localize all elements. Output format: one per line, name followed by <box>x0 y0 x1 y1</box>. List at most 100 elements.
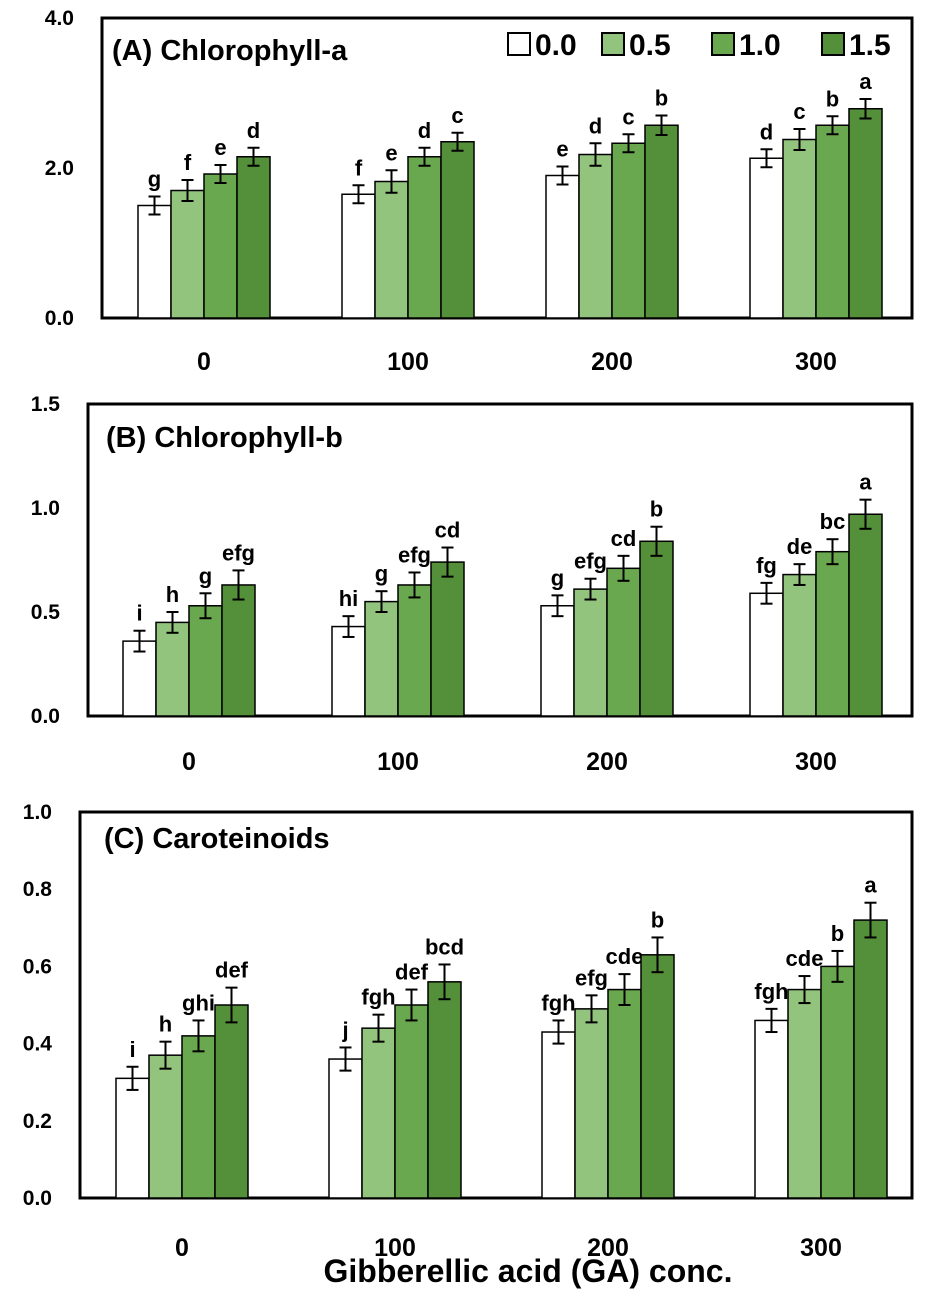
significance-label: g <box>199 563 212 588</box>
bar <box>407 156 442 319</box>
legend-swatch <box>601 32 625 56</box>
significance-label: def <box>215 958 249 983</box>
significance-label: c <box>451 103 463 128</box>
significance-label: b <box>651 907 664 932</box>
category-label: 300 <box>800 1234 842 1262</box>
category-label: 300 <box>795 748 837 776</box>
significance-label: ghi <box>182 990 215 1015</box>
significance-label: g <box>148 167 161 192</box>
bar <box>848 513 883 717</box>
legend-item: 1.0 <box>711 29 781 62</box>
significance-label: d <box>589 113 602 138</box>
significance-label: h <box>166 582 179 607</box>
bar <box>137 204 172 319</box>
bar <box>430 561 465 717</box>
significance-label: def <box>395 960 429 985</box>
category-label: 100 <box>387 348 429 376</box>
bar <box>115 1077 150 1199</box>
significance-label: cd <box>435 518 461 543</box>
significance-label: c <box>622 104 634 129</box>
bar <box>361 1027 396 1199</box>
bar <box>815 550 850 717</box>
bar <box>364 600 399 717</box>
y-tick-label: 2.0 <box>45 157 74 180</box>
bar <box>545 174 580 319</box>
y-tick-label: 0.0 <box>45 307 74 330</box>
x-axis-label: Gibberellic acid (GA) conc. <box>324 1253 733 1289</box>
bar <box>749 592 784 717</box>
y-tick-label: 0.4 <box>23 1033 53 1056</box>
panels: 0.02.04.0(A) Chlorophyll-agfed0fedc100ed… <box>23 7 914 1262</box>
bar <box>374 180 409 319</box>
significance-label: e <box>385 140 397 165</box>
plot-frame <box>86 402 914 718</box>
significance-label: fgh <box>541 990 575 1015</box>
category-label: 200 <box>587 1234 629 1262</box>
bar <box>155 621 190 717</box>
bar <box>607 988 642 1199</box>
significance-label: h <box>159 1012 172 1037</box>
category-label: 0 <box>197 348 211 376</box>
y-tick-label: 0.5 <box>31 601 61 624</box>
significance-label: d <box>760 119 773 144</box>
bar <box>440 141 475 319</box>
y-tick-label: 0.0 <box>23 1187 52 1210</box>
chart-panel-3: 0.00.20.40.60.81.0(C) Caroteinoidsihghid… <box>23 801 914 1262</box>
significance-label: a <box>859 470 872 495</box>
bar <box>815 124 850 319</box>
bar <box>148 1054 183 1199</box>
significance-label: b <box>826 86 839 111</box>
chart-panel-2: 0.00.51.01.5(B) Chlorophyll-bihgefg0hige… <box>31 393 914 776</box>
bar <box>606 567 641 717</box>
bar <box>341 193 376 319</box>
significance-label: efg <box>575 965 608 990</box>
y-tick-label: 0.2 <box>23 1110 52 1133</box>
bar <box>573 588 608 717</box>
bar <box>203 173 238 319</box>
bar <box>394 1004 429 1199</box>
significance-label: fgh <box>754 979 788 1004</box>
legend-swatch <box>507 32 531 56</box>
bar <box>328 1058 363 1199</box>
bar <box>188 605 223 717</box>
bar <box>574 1008 609 1199</box>
chart-title: (A) Chlorophyll-a <box>112 35 348 67</box>
significance-label: e <box>556 137 568 162</box>
y-tick-label: 4.0 <box>45 7 74 30</box>
legend-label: 1.5 <box>849 29 891 62</box>
legend: 0.0 0.5 1.0 1.5 <box>507 29 891 62</box>
significance-label: d <box>418 118 431 143</box>
bar <box>397 584 432 717</box>
bar <box>221 584 256 717</box>
bar <box>787 988 822 1199</box>
bar <box>122 640 157 717</box>
bar <box>541 1031 576 1199</box>
bar <box>236 156 271 319</box>
chart-title: (C) Caroteinoids <box>104 823 330 855</box>
y-tick-label: 1.5 <box>31 393 61 416</box>
bar <box>640 954 675 1199</box>
significance-label: bcd <box>425 934 464 959</box>
bar <box>427 981 462 1199</box>
significance-label: i <box>129 1037 135 1062</box>
category-label: 200 <box>586 748 628 776</box>
bar <box>820 965 855 1199</box>
significance-label: a <box>864 873 877 898</box>
category-label: 0 <box>182 748 196 776</box>
category-label: 100 <box>374 1234 416 1262</box>
significance-label: a <box>859 69 872 94</box>
significance-label: cde <box>606 944 644 969</box>
significance-label: cde <box>786 946 824 971</box>
legend-item: 1.5 <box>821 29 891 62</box>
significance-label: efg <box>222 540 255 565</box>
legend-label: 1.0 <box>739 29 781 62</box>
significance-label: g <box>375 561 388 586</box>
chart-panel-1: 0.02.04.0(A) Chlorophyll-agfed0fedc100ed… <box>45 7 914 376</box>
bar <box>853 919 888 1199</box>
significance-label: b <box>831 921 844 946</box>
significance-label: b <box>650 497 663 522</box>
plot-frame <box>78 810 914 1200</box>
bar <box>611 142 646 319</box>
y-tick-label: 0.6 <box>23 955 52 978</box>
